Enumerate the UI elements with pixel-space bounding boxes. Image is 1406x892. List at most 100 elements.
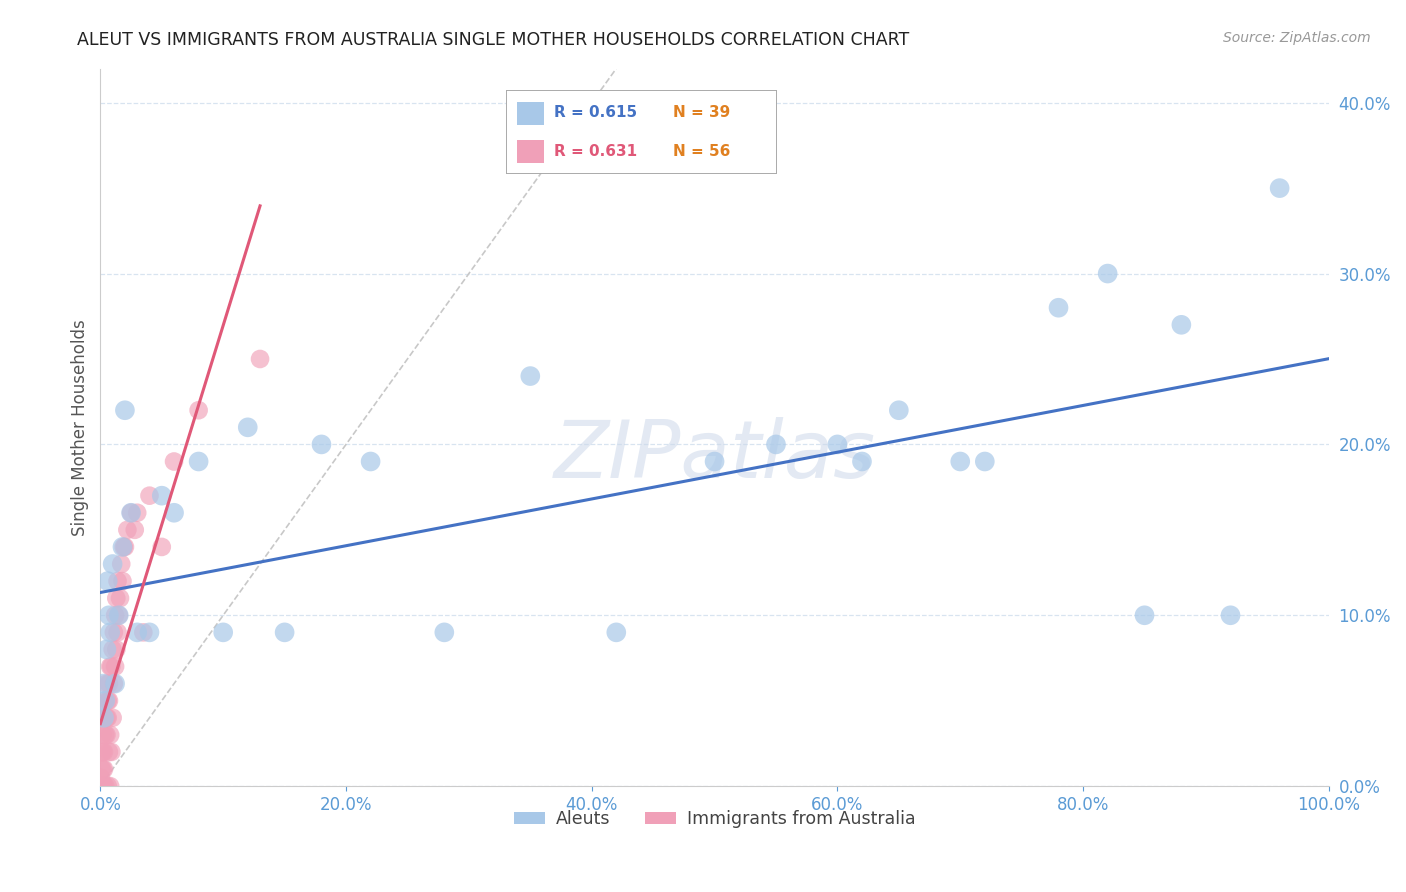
Point [1097,267,1119,281]
Point [96,642,118,657]
Point [98,659,121,673]
Point [90,779,112,793]
Point [90,745,112,759]
Point [851,454,873,468]
Point [96,728,118,742]
Point [94,694,117,708]
Point [111,574,134,588]
Point [105,642,128,657]
Point [93,745,115,759]
Point [949,454,972,468]
Point [124,523,146,537]
Point [97,676,120,690]
Point [93,762,115,776]
Point [103,625,125,640]
Point [765,437,787,451]
Point [110,557,132,571]
Point [1268,181,1291,195]
Point [138,625,160,640]
Point [104,659,127,673]
Point [236,420,259,434]
Point [187,403,209,417]
Point [117,523,139,537]
Point [138,489,160,503]
Point [97,745,120,759]
Point [101,557,124,571]
Point [96,711,118,725]
Point [97,574,120,588]
Legend: Aleuts, Immigrants from Australia: Aleuts, Immigrants from Australia [508,803,922,835]
Point [127,506,149,520]
Point [107,608,129,623]
Point [97,711,120,725]
Point [163,454,186,468]
Point [1219,608,1241,623]
Text: ZIPatlas: ZIPatlas [554,417,876,495]
Point [90,762,112,776]
Point [150,489,173,503]
Point [98,728,121,742]
Point [101,711,124,725]
Point [104,676,127,690]
Point [90,779,112,793]
Point [249,351,271,366]
Point [827,437,849,451]
Point [91,728,114,742]
Point [93,779,115,793]
Text: ALEUT VS IMMIGRANTS FROM AUSTRALIA SINGLE MOTHER HOUSEHOLDS CORRELATION CHART: ALEUT VS IMMIGRANTS FROM AUSTRALIA SINGL… [77,31,910,49]
Point [150,540,173,554]
Point [519,369,541,384]
Point [187,454,209,468]
Text: Source: ZipAtlas.com: Source: ZipAtlas.com [1223,31,1371,45]
Point [91,762,114,776]
Point [360,454,382,468]
Point [973,454,995,468]
Point [107,625,129,640]
Point [111,540,134,554]
Point [163,506,186,520]
Point [107,574,129,588]
Point [97,694,120,708]
Point [103,676,125,690]
Point [132,625,155,640]
Point [433,625,456,640]
Y-axis label: Single Mother Households: Single Mother Households [72,319,89,536]
Point [90,771,112,785]
Point [273,625,295,640]
Point [93,711,115,725]
Point [212,625,235,640]
Point [127,625,149,640]
Point [114,403,136,417]
Point [703,454,725,468]
Point [605,625,627,640]
Point [94,694,117,708]
Point [107,608,129,623]
Point [91,779,114,793]
Point [311,437,333,451]
Point [120,506,142,520]
Point [97,608,120,623]
Point [104,608,127,623]
Point [94,728,117,742]
Point [1133,608,1156,623]
Point [97,779,120,793]
Point [112,540,135,554]
Point [108,591,131,606]
Point [98,779,121,793]
Point [100,659,122,673]
Point [1047,301,1070,315]
Point [100,745,122,759]
Point [1170,318,1192,332]
Point [98,625,121,640]
Point [94,779,117,793]
Point [101,642,124,657]
Point [105,591,128,606]
Point [96,676,118,690]
Point [114,540,136,554]
Point [91,676,114,690]
Point [91,745,114,759]
Point [887,403,910,417]
Point [120,506,142,520]
Point [93,711,115,725]
Point [97,694,120,708]
